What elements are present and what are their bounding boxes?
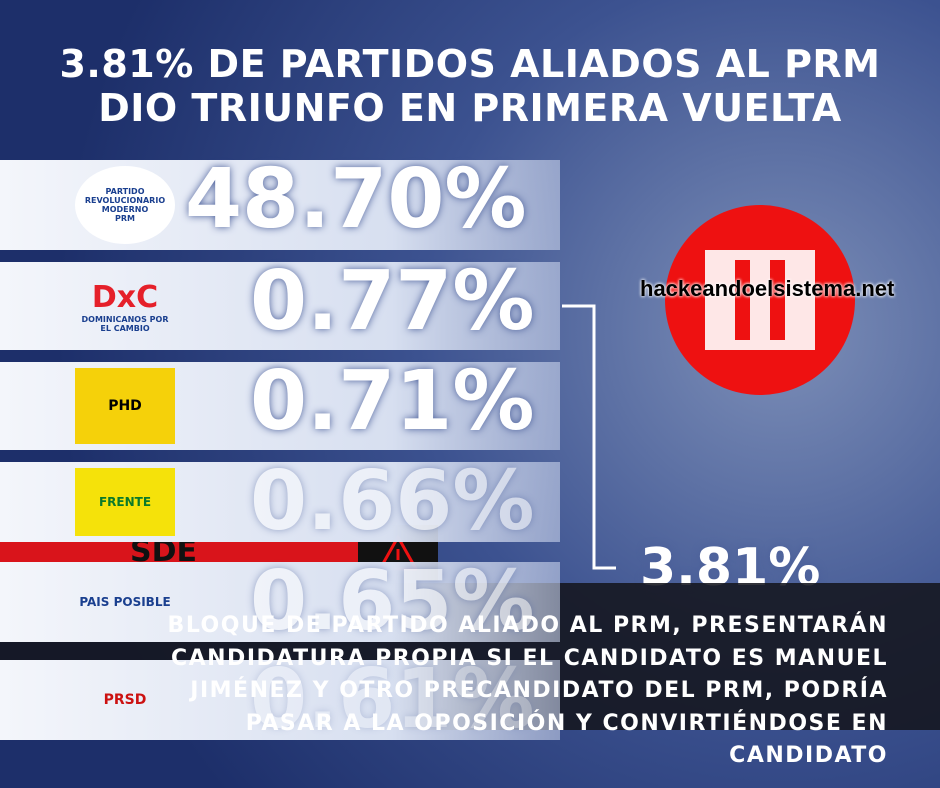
percentage: 0.65% bbox=[250, 554, 535, 649]
logo-text: DOMINICANOS POR EL CAMBIO bbox=[81, 314, 169, 333]
logo-text: PHD bbox=[108, 398, 142, 414]
row-band bbox=[0, 660, 560, 740]
percentage: 0.77% bbox=[250, 254, 535, 349]
title-line: DIO TRIUNFO EN PRIMERA VUELTA bbox=[98, 86, 842, 130]
percentage: 0.66% bbox=[250, 454, 535, 549]
watermark: hackeandoelsistema.net bbox=[640, 276, 895, 301]
row-band bbox=[0, 562, 560, 642]
bracket bbox=[562, 304, 616, 570]
logo-text: PRSD bbox=[103, 692, 147, 708]
logo-text: FRENTE bbox=[98, 495, 152, 509]
party-logo: FRENTE bbox=[75, 468, 175, 536]
party-logo: PHD bbox=[75, 368, 175, 444]
logo-text: PRM bbox=[115, 214, 135, 223]
logo-text: PAIS POSIBLE bbox=[79, 595, 171, 609]
title-line: 3.81% DE PARTIDOS ALIADOS AL PRM bbox=[59, 42, 881, 86]
logo-text: PARTIDO REVOLUCIONARIO MODERNO bbox=[84, 187, 166, 214]
headline-line: CANDIDATO bbox=[729, 743, 888, 768]
logo-text: DxC bbox=[91, 279, 159, 315]
watermark-logo bbox=[665, 205, 855, 395]
row-band bbox=[0, 262, 560, 350]
party-logo: PARTIDO REVOLUCIONARIO MODERNO PRM bbox=[75, 166, 175, 244]
party-logo: PRSD bbox=[75, 666, 175, 734]
percentage: 0.61% bbox=[250, 652, 535, 747]
headline-line: CANDIDATURA PROPIA SI EL CANDIDATO ES MA… bbox=[170, 645, 888, 671]
headline-line: PASAR A LA OPOSICIÓN Y CONVIRTIÉNDOSE EN bbox=[245, 710, 888, 736]
party-logo: DxC DOMINICANOS POR EL CAMBIO bbox=[75, 268, 175, 344]
headline-line: BLOQUE DE PARTIDO ALIADO AL PRM, PRESENT… bbox=[167, 613, 888, 638]
party-logo: PAIS POSIBLE bbox=[75, 568, 175, 636]
percentage: 0.71% bbox=[250, 354, 535, 449]
percentage: 48.70% bbox=[185, 152, 527, 247]
headline-line: JIMÉNEZ Y OTRO PRECANDIDATO DEL PRM, POD… bbox=[190, 678, 888, 703]
